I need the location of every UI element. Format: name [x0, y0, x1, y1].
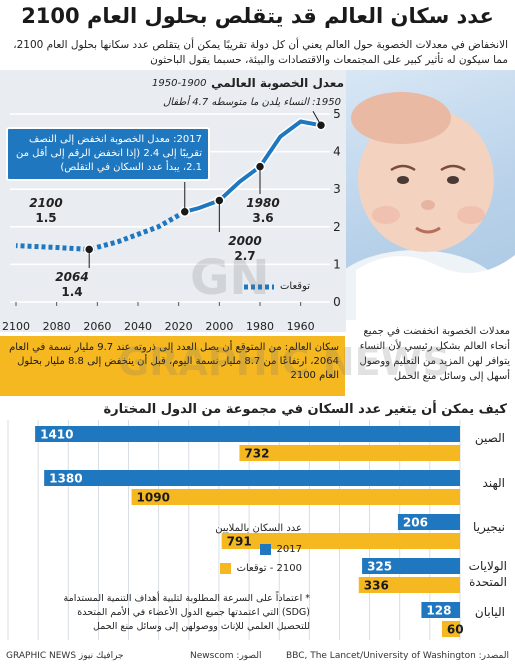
bar-value-label: 325 — [367, 560, 392, 574]
y-tick-label: 0 — [333, 295, 341, 309]
bars-title: كيف يمكن أن يتغير عدد السكان في مجموعة م… — [103, 402, 507, 417]
projection-legend-label: توقعات — [280, 281, 311, 292]
baby-illustration — [346, 92, 515, 320]
leader-line-1950 — [312, 111, 322, 126]
bar-value-label: 336 — [364, 579, 389, 593]
bar-2100 — [221, 533, 460, 549]
bar-2017 — [421, 602, 460, 618]
bar-value-label: 1410 — [40, 428, 73, 442]
legend-title: عدد السكان بالملايين — [215, 523, 302, 534]
country-label: الهند — [482, 476, 505, 490]
footer: GRAPHIC NEWS جرافيك نيوز الصور: Newscom … — [0, 648, 515, 668]
legend-swatch-blue — [259, 544, 271, 555]
country-label: نيجيريا — [473, 520, 505, 534]
x-tick-label: 1980 — [246, 320, 274, 332]
watermark-gn: GN — [190, 250, 270, 306]
x-tick-label: 2040 — [124, 320, 152, 332]
legend-item-2017: 2017 — [132, 544, 302, 555]
fertility-chart-title: معدل الخصوبة العالمي — [211, 76, 344, 90]
legend-swatch-yellow — [219, 563, 231, 574]
subtitle: الانخفاض في معدلات الخصوبة حول العالم يع… — [13, 39, 508, 66]
y-tick-label: 3 — [333, 182, 341, 196]
legend-item-2100: 2100 - توقعات — [132, 563, 302, 574]
x-tick-label: 2060 — [83, 320, 111, 332]
country-label: الصين — [474, 431, 505, 445]
note-2017: 2017: معدل الخصوبة انخفض إلى النصف تقريب… — [6, 127, 210, 181]
bar-2100 — [441, 621, 460, 637]
bar-value-label: 1090 — [137, 491, 170, 505]
bar-2017 — [44, 470, 460, 486]
bar-2017 — [397, 514, 460, 530]
x-tick-label: 1960 — [287, 320, 315, 332]
footer-source: المصدر: BBC, The Lancet/University of Wa… — [286, 651, 509, 661]
label-1950: 1950: النساء يلدن ما متوسطه 4.7 أطفال — [162, 97, 341, 108]
point-label-2100: 2100 1.5 — [29, 196, 63, 225]
world-population-note: سكان العالم: من المتوقع أن يصل العدد إلى… — [0, 336, 345, 396]
bar-value-label: 128 — [426, 604, 451, 618]
projection-legend: توقعات — [242, 281, 313, 292]
bar-2017 — [362, 558, 460, 574]
bar-2100 — [239, 445, 460, 461]
footer-brand: GRAPHIC NEWS جرافيك نيوز — [6, 651, 124, 661]
fertility-explanation: معدلات الخصوبة انخفضت في جميع أنحاء العا… — [359, 326, 510, 382]
watermark-graphic-news: GRAPHIC NEWS — [118, 340, 450, 384]
x-tick-label: 2100 — [2, 320, 30, 332]
fertility-years-range: 1950-1900 — [152, 78, 207, 89]
point-label-1980: 1980 3.6 — [246, 196, 280, 225]
point-label-2064: 2064 1.4 — [55, 270, 89, 299]
bar-value-label: 732 — [244, 447, 269, 461]
x-tick-label: 2080 — [43, 320, 71, 332]
bar-legend: عدد السكان بالملايين 2017 2100 - توقعات — [132, 523, 302, 574]
fertility-chart: 2100 2080 2060 2040 2020 2000 1980 1960 5 4 3 2 1 0 — [2, 107, 341, 332]
page-title: عدد سكان العالم قد يتقلص بحلول العام 210… — [21, 4, 494, 28]
bar-value-label: 206 — [403, 516, 428, 530]
y-tick-label: 1 — [333, 257, 341, 271]
population-bar-chart: 1410 732 1380 1090 206 791 325 336 128 60 — [7, 420, 464, 640]
point-label-2000: 2000 2.7 — [228, 234, 262, 263]
bar-value-label: 1380 — [49, 472, 82, 486]
bar-2017 — [35, 426, 461, 442]
x-tick-label: 2020 — [165, 320, 193, 332]
x-tick-label: 2000 — [205, 320, 233, 332]
y-tick-label: 5 — [333, 107, 341, 121]
actual-fertility-line — [184, 119, 322, 214]
bar-2100 — [358, 577, 460, 593]
footer-photo-credit: الصور: Newscom — [190, 651, 262, 661]
bar-value-label: 791 — [227, 535, 252, 549]
projection-legend-swatch — [244, 284, 274, 289]
country-label: الولايات المتحدة — [468, 559, 507, 589]
country-label: اليابان — [474, 605, 505, 619]
projection-fertility-line — [15, 209, 187, 252]
y-tick-label: 2 — [333, 220, 341, 234]
bar-value-label: 60 — [447, 623, 464, 637]
sdg-note: * اعتماداً على السرعة المطلوبة لتلبية أه… — [63, 593, 310, 632]
baby-photo — [346, 70, 515, 320]
y-tick-label: 4 — [333, 145, 341, 159]
bar-2100 — [131, 489, 460, 505]
